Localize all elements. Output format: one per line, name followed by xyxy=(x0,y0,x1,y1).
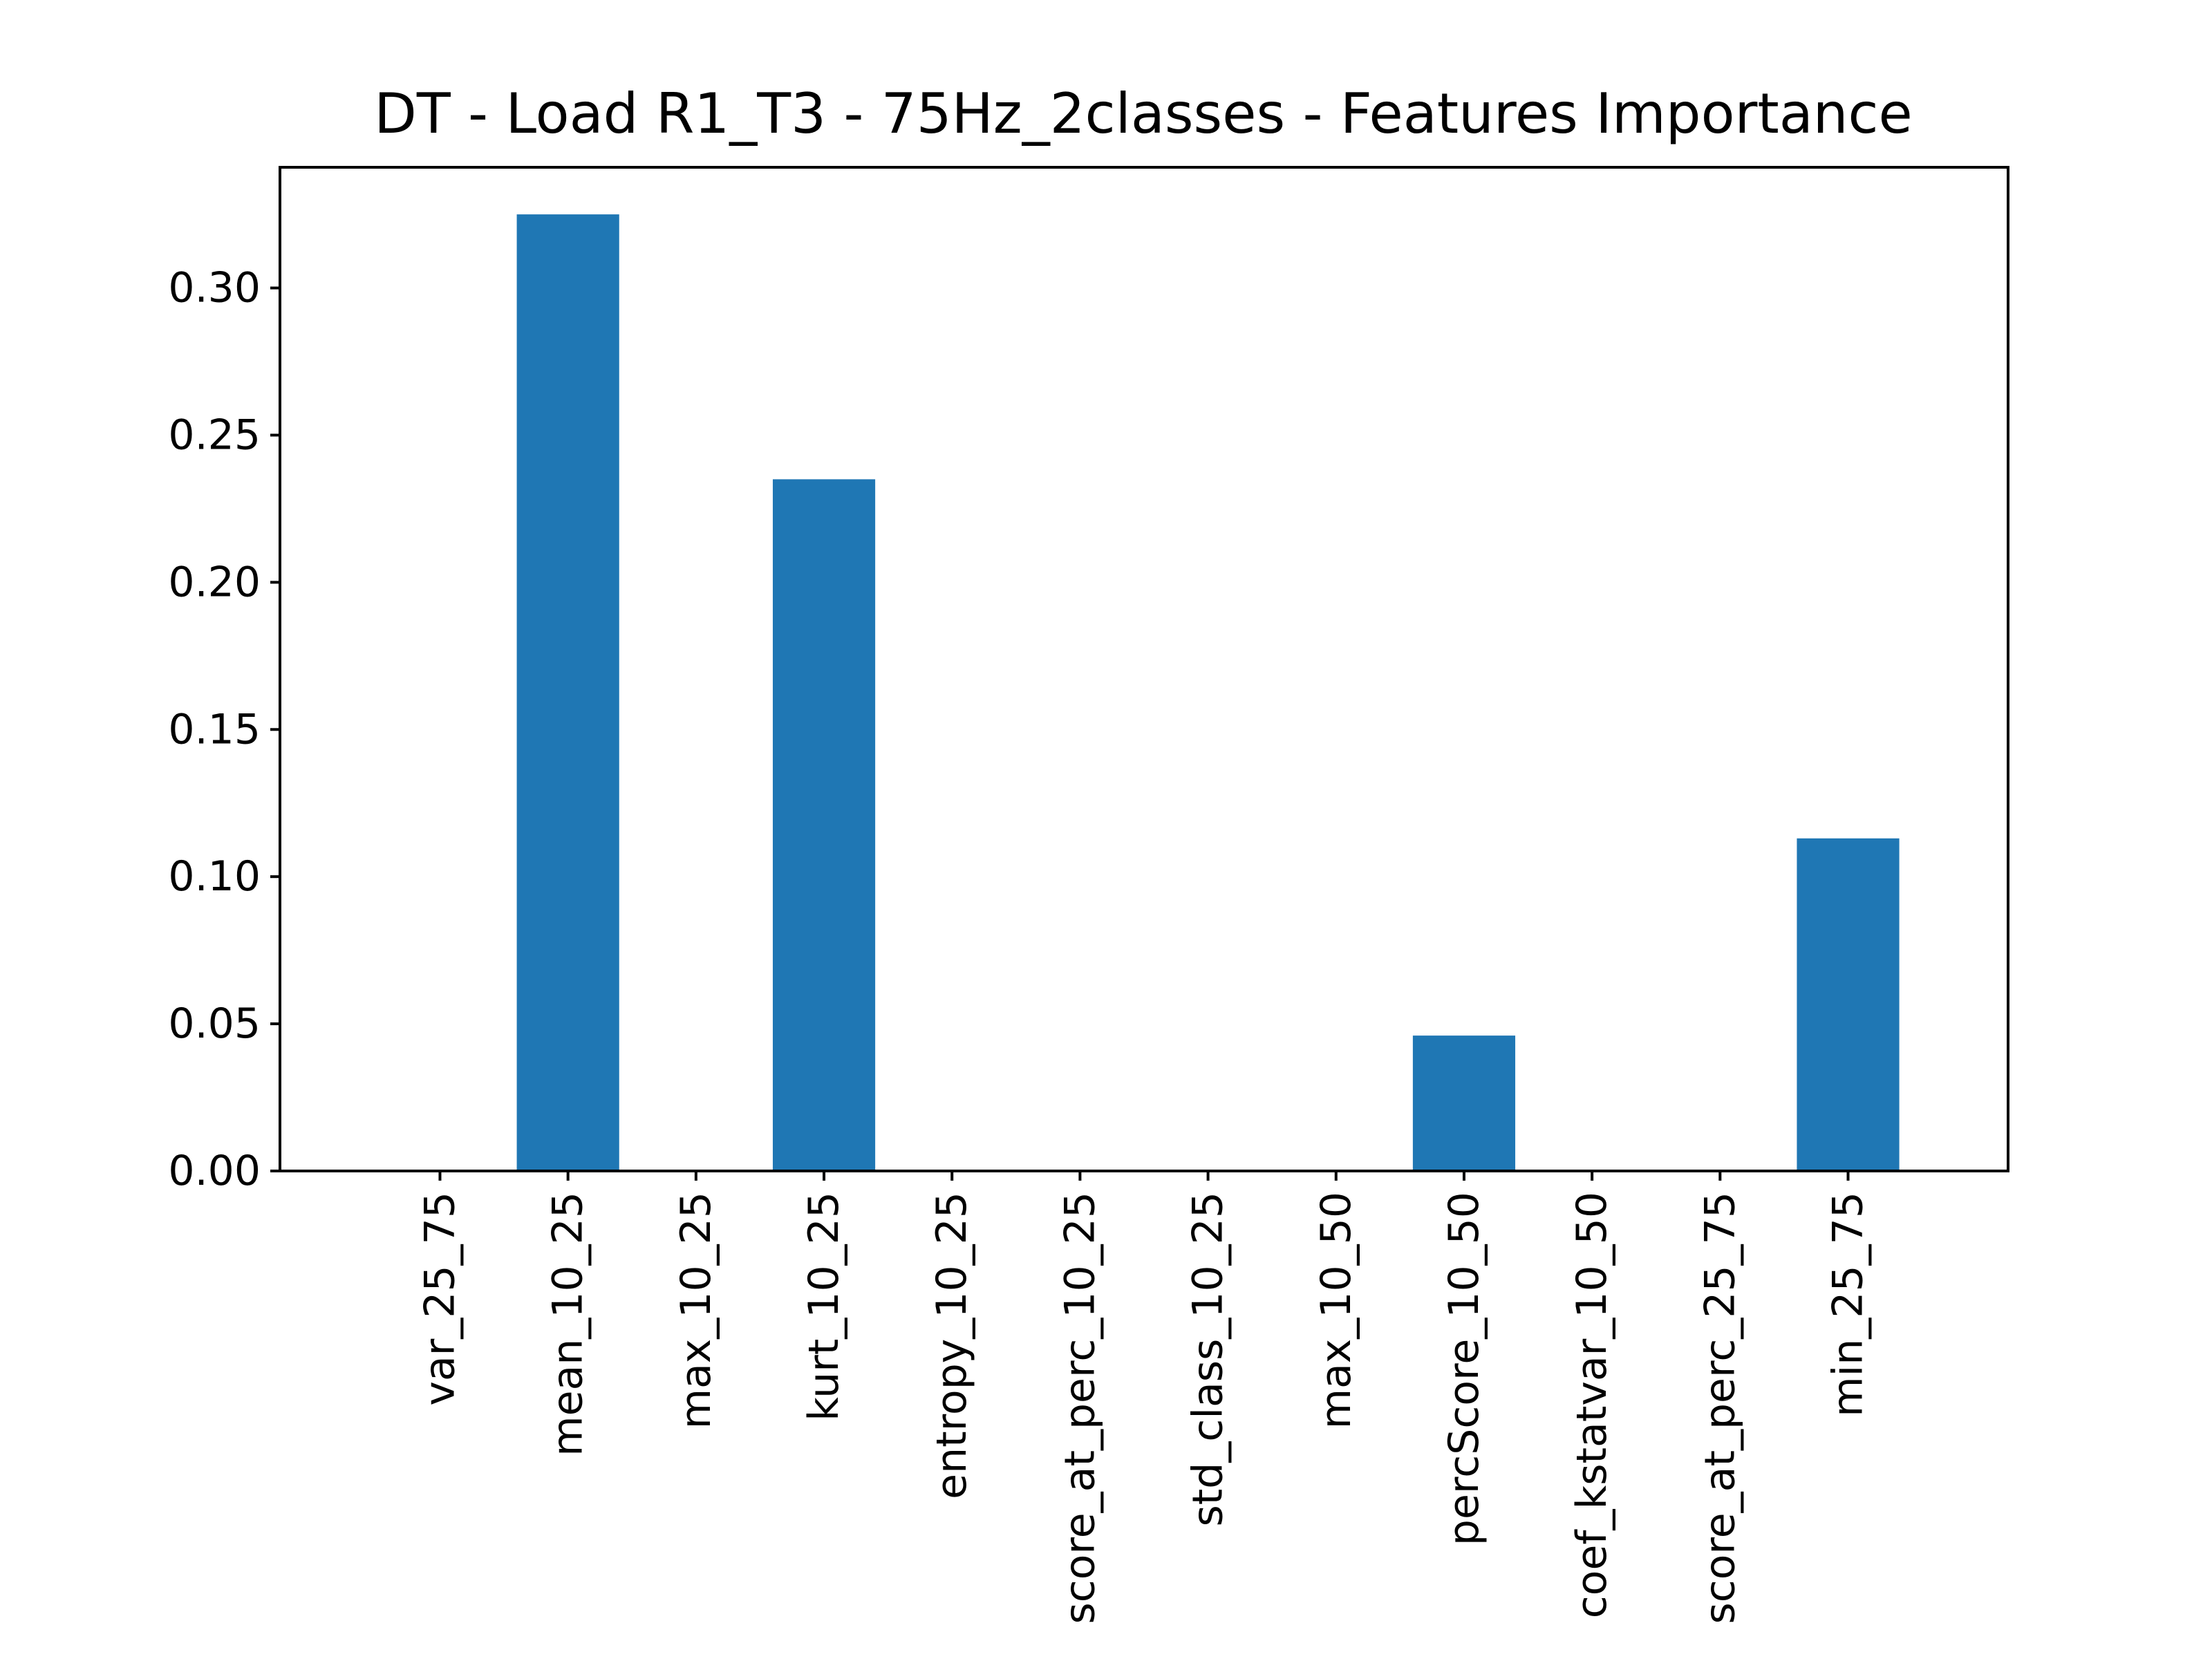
x-tick-label: min_25_75 xyxy=(1824,1192,1873,1417)
bar-mean-10-25 xyxy=(516,214,619,1171)
y-tick-label: 0.15 xyxy=(168,705,261,753)
x-tick-label: entropy_10_25 xyxy=(928,1192,976,1499)
bar-kurt-10-25 xyxy=(772,479,876,1171)
bar-min-25-75 xyxy=(1797,838,1900,1171)
bar-percScore-10-50 xyxy=(1412,1035,1516,1171)
bars-group xyxy=(516,214,1900,1171)
x-tick-label: score_at_perc_25_75 xyxy=(1696,1192,1744,1624)
y-tick-label: 0.20 xyxy=(168,558,261,606)
x-tick-label: max_10_25 xyxy=(672,1192,720,1429)
x-axis-ticks: var_25_75 mean_10_25 max_10_25 kurt_10_25 en… xyxy=(415,1171,1873,1624)
y-tick-label: 0.25 xyxy=(168,411,261,459)
x-tick-label: coef_kstatvar_10_50 xyxy=(1568,1192,1616,1618)
x-tick-label: std_class_10_25 xyxy=(1184,1192,1232,1527)
y-tick-label: 0.00 xyxy=(168,1147,261,1195)
x-tick-label: var_25_75 xyxy=(415,1192,464,1406)
x-tick-label: score_at_perc_10_25 xyxy=(1056,1192,1104,1624)
y-tick-label: 0.05 xyxy=(168,1000,261,1048)
x-tick-label: kurt_10_25 xyxy=(800,1192,848,1421)
y-tick-label: 0.30 xyxy=(168,264,261,312)
axes-frame xyxy=(279,166,2009,1172)
x-tick-label: max_10_50 xyxy=(1312,1192,1360,1429)
y-tick-label: 0.10 xyxy=(168,852,261,901)
chart-title: DT - Load R1_T3 - 75Hz_2classes - Featur… xyxy=(374,82,1912,146)
x-tick-label: mean_10_25 xyxy=(544,1192,592,1456)
y-axis-ticks: 0.00 0.05 0.10 0.15 0.20 0.25 0.30 xyxy=(168,264,280,1195)
x-tick-label: percScore_10_50 xyxy=(1440,1192,1488,1546)
